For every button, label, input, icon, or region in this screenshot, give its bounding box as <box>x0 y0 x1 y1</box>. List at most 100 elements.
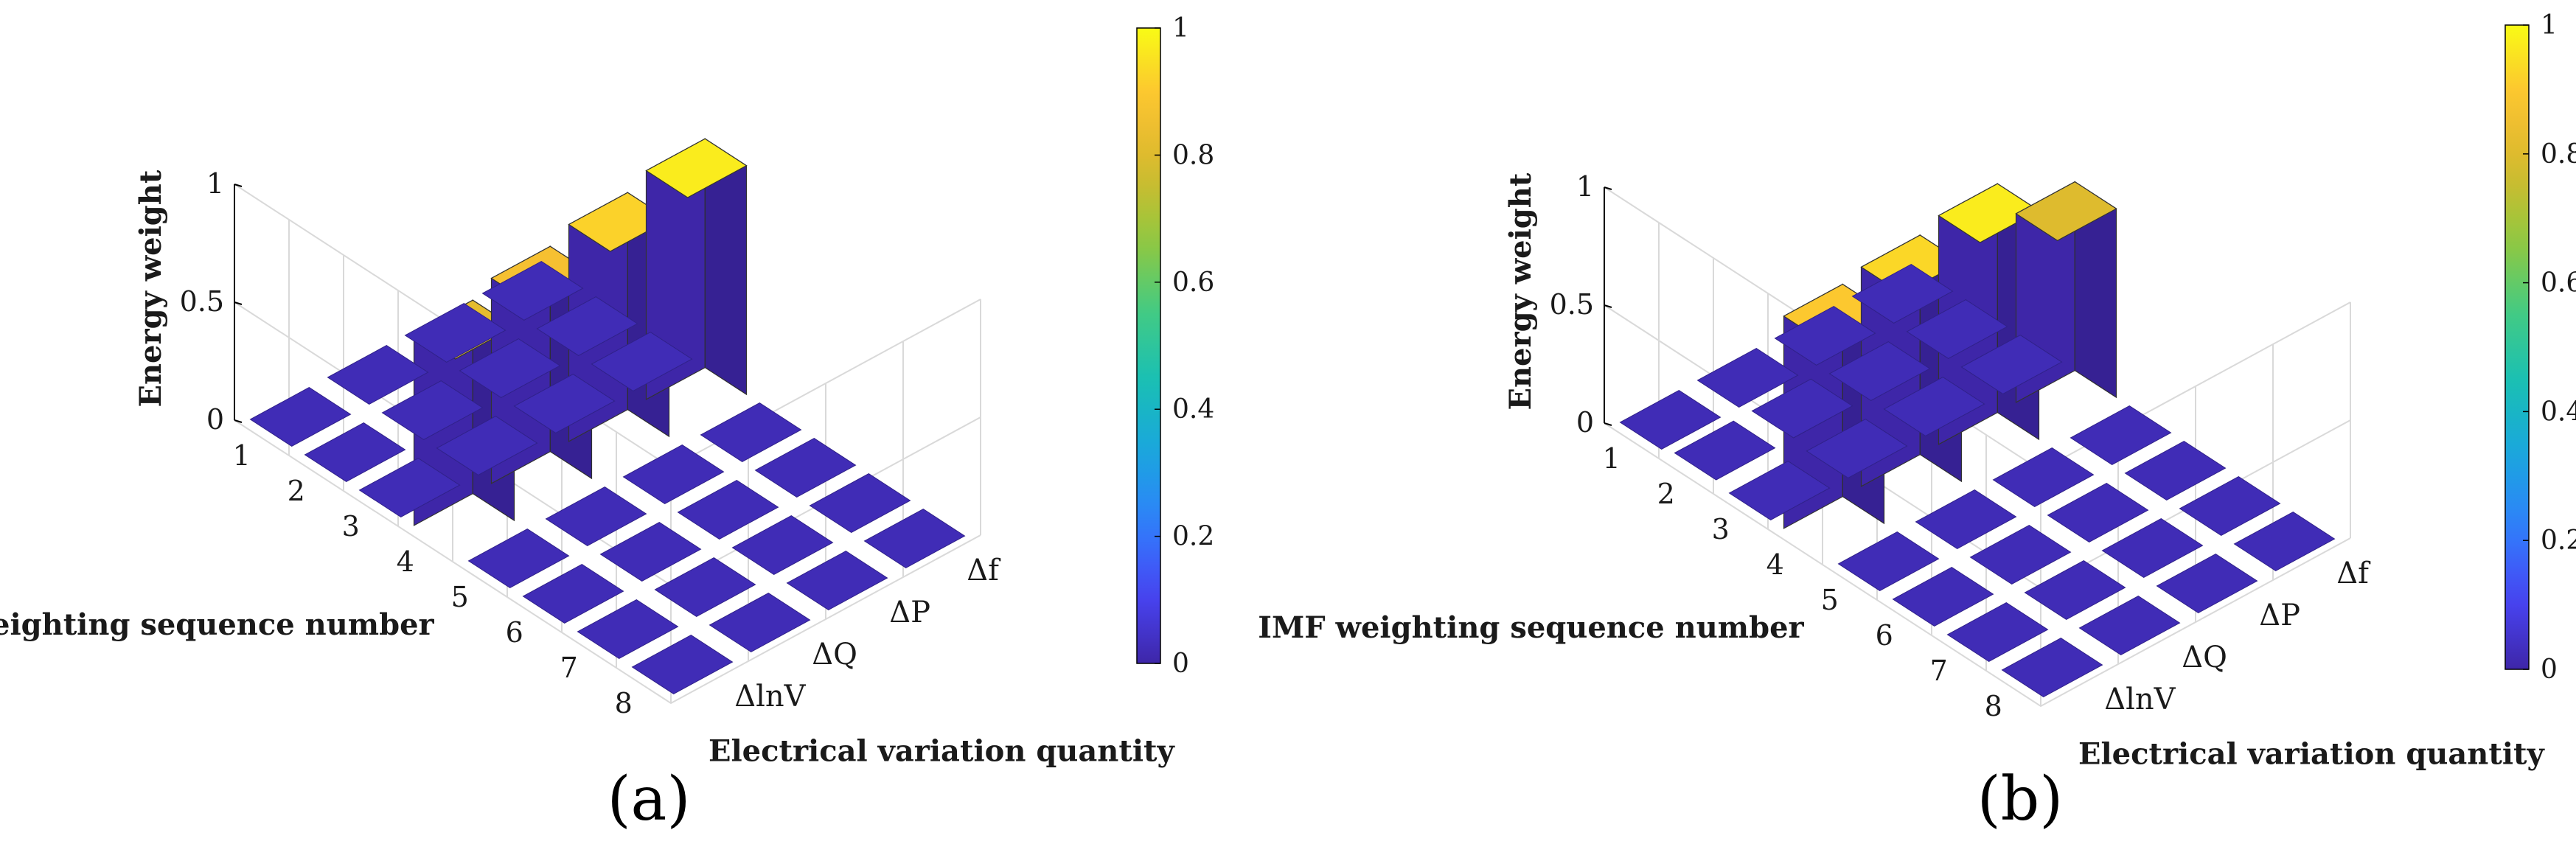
y-axis: 1 2 3 4 5 6 7 8 IMF weighting sequence number <box>0 439 633 719</box>
bar-side-shade <box>705 139 747 395</box>
bar-8-0 <box>2001 638 2103 697</box>
y-tick-label: 5 <box>1821 584 1839 616</box>
bar-5-1 <box>545 486 647 546</box>
bar-top <box>2069 405 2172 465</box>
bar-7-3 <box>809 473 911 533</box>
bar-top <box>513 374 616 433</box>
bar-side-shade <box>2075 181 2117 398</box>
bar-6-3 <box>2124 441 2227 501</box>
bar-top <box>2179 476 2281 536</box>
colorbar-bar <box>2504 24 2530 670</box>
bar-top <box>2078 596 2181 655</box>
colorbar-tick-label: 0.6 <box>2541 268 2576 299</box>
bar-3-1 <box>1806 419 1908 478</box>
bar-5-3 <box>2069 405 2172 465</box>
bar-2-1 <box>1751 378 1853 439</box>
bar-top <box>358 458 461 517</box>
bar-top <box>1806 419 1908 478</box>
bar-top <box>304 422 406 482</box>
bar-top <box>645 138 748 198</box>
bar-top <box>591 332 693 391</box>
z-tick-mark <box>234 184 243 187</box>
bar-top <box>1728 461 1831 520</box>
bar-top <box>2156 554 2258 613</box>
bar-top <box>522 564 624 624</box>
y-tick-label: 4 <box>1766 548 1784 581</box>
bar-top <box>1906 299 2008 359</box>
chart-panel-b: 0 0.5 1 Energy weight 1 2 3 4 5 6 7 8 IMF weighting … <box>1258 10 2576 772</box>
bar-5-1 <box>1915 489 2017 549</box>
bar-top <box>786 551 888 610</box>
z-tick-mark <box>234 301 243 305</box>
bar-6-1 <box>1969 525 2072 585</box>
bar-3-0 <box>358 458 461 517</box>
bar-1-1 <box>1696 348 1799 408</box>
bar-top <box>577 599 679 659</box>
bar-4-3 <box>645 138 748 400</box>
bar-top <box>622 444 725 504</box>
z-tick-label: 0 <box>206 403 224 436</box>
bar-top <box>754 438 857 498</box>
bar-6-0 <box>1892 567 1994 627</box>
colorbar-tick-label: 0.8 <box>1172 140 1214 170</box>
colorbar-bar <box>1136 27 1161 664</box>
bar-8-1 <box>709 593 811 652</box>
x-tick-label: ΔlnV <box>734 680 806 714</box>
bar-top <box>1619 390 1722 450</box>
colorbar-tick-label: 0.6 <box>1172 268 1214 298</box>
panel-label-b: (b) <box>1977 764 2063 834</box>
bar-top <box>1751 378 1853 439</box>
bar-top <box>1696 348 1799 408</box>
bar-8-1 <box>2078 596 2181 655</box>
bar-6-3 <box>754 438 857 498</box>
bar-6-2 <box>677 480 779 540</box>
x-tick-label: ΔQ <box>2182 641 2227 674</box>
y-tick-label: 8 <box>1985 690 2002 722</box>
bar-7-1 <box>2024 560 2126 620</box>
bar-5-2 <box>622 444 725 504</box>
bar-top <box>2001 638 2103 697</box>
bar-top <box>631 635 734 694</box>
bar-3-0 <box>1728 461 1831 520</box>
y-tick-label: 7 <box>560 652 578 684</box>
bar-top <box>1969 525 2072 585</box>
bar-top <box>481 261 584 321</box>
panel-label-a: (a) <box>608 764 691 834</box>
bar-7-0 <box>577 599 679 659</box>
colorbar-tick-label: 0.2 <box>1172 522 1214 552</box>
z-tick-mark <box>1604 422 1612 426</box>
colorbar-tick-label: 0.8 <box>2541 139 2576 170</box>
bar-top <box>2015 181 2117 242</box>
z-tick-mark <box>1604 304 1612 308</box>
bar-top <box>863 509 966 568</box>
bar-7-0 <box>1946 602 2049 662</box>
bar-8-3 <box>863 509 966 568</box>
bar-2-3 <box>536 296 638 356</box>
z-tick-label: 0.5 <box>1550 288 1594 321</box>
x-tick-label: ΔlnV <box>2104 683 2176 716</box>
bar-7-2 <box>731 515 834 575</box>
bar-1-1 <box>327 345 429 405</box>
grid-line <box>1604 422 2351 708</box>
colorbar-tick-label: 0.4 <box>1172 394 1214 425</box>
colorbar-tick-label: 1 <box>2541 10 2558 41</box>
y-tick-label: 2 <box>1657 478 1675 510</box>
bar-7-2 <box>2101 518 2204 578</box>
z-tick-mark <box>234 419 243 423</box>
bar-top <box>709 593 811 652</box>
colorbar-tick-label: 0.4 <box>2541 397 2576 427</box>
bar-1-3 <box>481 261 584 321</box>
bar-1-3 <box>1851 264 1954 324</box>
bar-top <box>459 338 561 398</box>
bar-top <box>249 387 352 447</box>
y-tick-label: 8 <box>615 687 633 719</box>
bar-5-3 <box>700 402 802 462</box>
bar-top <box>381 380 484 440</box>
bar-top <box>436 416 538 475</box>
bar-top <box>809 473 911 533</box>
bar-top <box>2101 518 2204 578</box>
bar-1-0 <box>249 387 352 447</box>
bar-1-2 <box>1774 306 1876 366</box>
bar-top <box>1946 602 2049 662</box>
bar-top <box>1915 489 2017 549</box>
